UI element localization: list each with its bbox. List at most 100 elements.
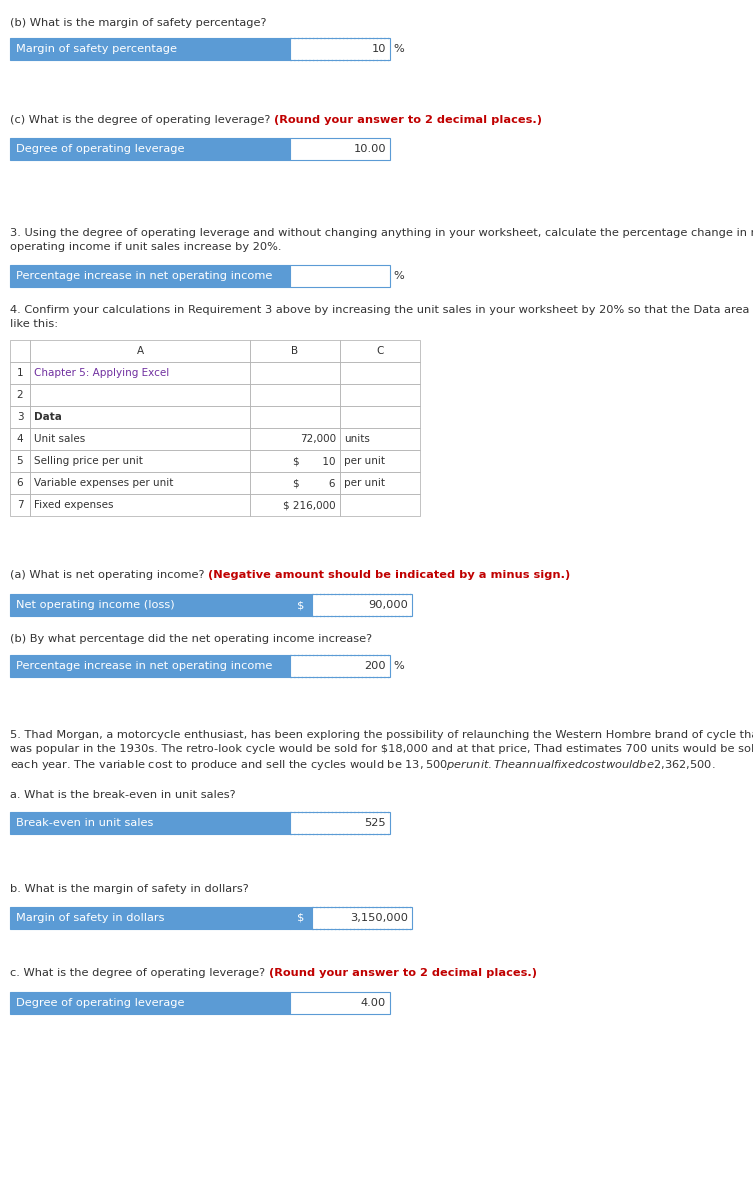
- Bar: [250, 384, 340, 406]
- Text: 4.00: 4.00: [361, 998, 386, 1008]
- Bar: [290, 138, 390, 160]
- Bar: [10, 38, 290, 60]
- Text: 5: 5: [17, 456, 23, 466]
- Bar: [290, 594, 312, 616]
- Text: Break-even in unit sales: Break-even in unit sales: [16, 818, 154, 827]
- Text: Degree of operating leverage: Degree of operating leverage: [16, 144, 184, 154]
- Text: 10: 10: [371, 44, 386, 54]
- Text: 4: 4: [17, 434, 23, 444]
- Bar: [340, 362, 420, 384]
- Bar: [312, 907, 412, 930]
- Text: Data: Data: [34, 412, 62, 422]
- Text: $       10: $ 10: [294, 456, 336, 466]
- Text: $         6: $ 6: [294, 478, 336, 488]
- Bar: [250, 472, 340, 494]
- Text: 3. Using the degree of operating leverage and without changing anything in your : 3. Using the degree of operating leverag…: [10, 228, 753, 238]
- Text: 4. Confirm your calculations in Requirement 3 above by increasing the unit sales: 4. Confirm your calculations in Requirem…: [10, 305, 753, 315]
- Text: 6: 6: [17, 478, 23, 488]
- Text: Percentage increase in net operating income: Percentage increase in net operating inc…: [16, 271, 273, 281]
- Bar: [30, 450, 250, 472]
- Text: each year. The variable cost to produce and sell the cycles would be $13,500 per: each year. The variable cost to produce …: [10, 758, 715, 772]
- Bar: [10, 992, 290, 1014]
- Bar: [250, 340, 340, 362]
- Text: was popular in the 1930s. The retro-look cycle would be sold for $18,000 and at : was popular in the 1930s. The retro-look…: [10, 743, 753, 754]
- Bar: [250, 450, 340, 472]
- Bar: [250, 428, 340, 450]
- Bar: [10, 138, 290, 160]
- Text: Degree of operating leverage: Degree of operating leverage: [16, 998, 184, 1008]
- Text: (a) What is net operating income?: (a) What is net operating income?: [10, 570, 208, 580]
- Bar: [340, 494, 420, 516]
- Bar: [10, 594, 290, 616]
- Text: Chapter 5: Applying Excel: Chapter 5: Applying Excel: [34, 368, 169, 378]
- Bar: [10, 428, 30, 450]
- Text: 1: 1: [17, 368, 23, 378]
- Bar: [290, 907, 312, 930]
- Text: b. What is the margin of safety in dollars?: b. What is the margin of safety in dolla…: [10, 884, 248, 894]
- Bar: [250, 362, 340, 384]
- Text: Margin of safety in dollars: Margin of safety in dollars: [16, 913, 164, 924]
- Text: 3,150,000: 3,150,000: [350, 913, 408, 924]
- Text: 10.00: 10.00: [353, 144, 386, 154]
- Text: operating income if unit sales increase by 20%.: operating income if unit sales increase …: [10, 241, 282, 252]
- Bar: [30, 362, 250, 384]
- Text: 7: 7: [17, 500, 23, 510]
- Bar: [290, 812, 390, 833]
- Text: like this:: like this:: [10, 319, 58, 329]
- Bar: [10, 472, 30, 494]
- Bar: [10, 812, 290, 833]
- Text: %: %: [393, 44, 404, 54]
- Text: Selling price per unit: Selling price per unit: [34, 456, 143, 466]
- Text: 525: 525: [364, 818, 386, 827]
- Text: Variable expenses per unit: Variable expenses per unit: [34, 478, 173, 488]
- Text: per unit: per unit: [344, 478, 385, 488]
- Text: $: $: [297, 600, 305, 610]
- Bar: [340, 384, 420, 406]
- Text: (Round your answer to 2 decimal places.): (Round your answer to 2 decimal places.): [269, 968, 537, 978]
- Bar: [30, 428, 250, 450]
- Bar: [340, 428, 420, 450]
- Text: $ 216,000: $ 216,000: [283, 500, 336, 510]
- Text: 200: 200: [364, 661, 386, 671]
- Text: 90,000: 90,000: [368, 600, 408, 610]
- Bar: [312, 594, 412, 616]
- Text: %: %: [393, 271, 404, 281]
- Bar: [10, 362, 30, 384]
- Bar: [10, 384, 30, 406]
- Bar: [10, 494, 30, 516]
- Bar: [10, 406, 30, 428]
- Text: Net operating income (loss): Net operating income (loss): [16, 600, 175, 610]
- Text: 2: 2: [17, 390, 23, 400]
- Text: A: A: [136, 346, 144, 355]
- Bar: [30, 340, 250, 362]
- Text: 72,000: 72,000: [300, 434, 336, 444]
- Bar: [340, 406, 420, 428]
- Text: (b) What is the margin of safety percentage?: (b) What is the margin of safety percent…: [10, 18, 267, 28]
- Bar: [30, 472, 250, 494]
- Text: Fixed expenses: Fixed expenses: [34, 500, 114, 510]
- Text: 3: 3: [17, 412, 23, 422]
- Bar: [10, 655, 290, 677]
- Bar: [10, 450, 30, 472]
- Text: Percentage increase in net operating income: Percentage increase in net operating inc…: [16, 661, 273, 671]
- Bar: [290, 992, 390, 1014]
- Bar: [340, 450, 420, 472]
- Bar: [30, 494, 250, 516]
- Text: %: %: [393, 661, 404, 671]
- Text: (Negative amount should be indicated by a minus sign.): (Negative amount should be indicated by …: [208, 570, 570, 580]
- Bar: [290, 655, 390, 677]
- Text: B: B: [291, 346, 298, 355]
- Text: a. What is the break-even in unit sales?: a. What is the break-even in unit sales?: [10, 790, 236, 800]
- Bar: [30, 406, 250, 428]
- Bar: [30, 384, 250, 406]
- Bar: [340, 472, 420, 494]
- Text: units: units: [344, 434, 370, 444]
- Bar: [340, 340, 420, 362]
- Text: (c) What is the degree of operating leverage?: (c) What is the degree of operating leve…: [10, 115, 274, 125]
- Text: C: C: [376, 346, 384, 355]
- Text: 5. Thad Morgan, a motorcycle enthusiast, has been exploring the possibility of r: 5. Thad Morgan, a motorcycle enthusiast,…: [10, 730, 753, 740]
- Bar: [250, 494, 340, 516]
- Text: Unit sales: Unit sales: [34, 434, 85, 444]
- Text: $: $: [297, 913, 305, 924]
- Bar: [290, 265, 390, 287]
